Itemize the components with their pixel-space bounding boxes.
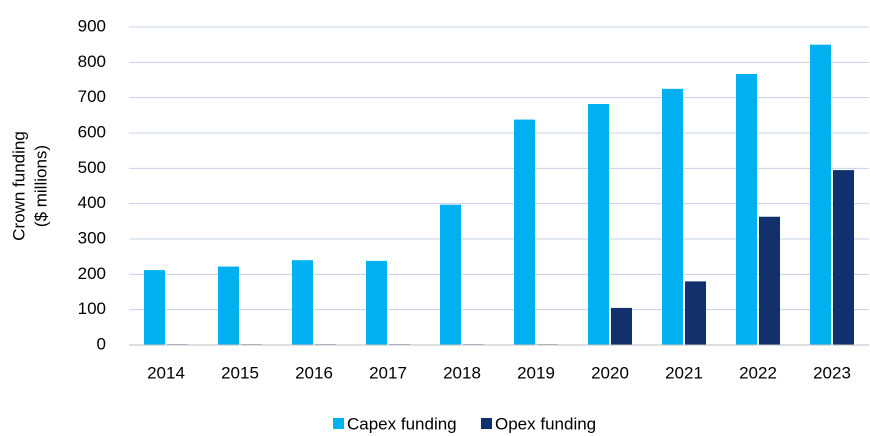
x-tick-label: 2014 <box>147 363 185 382</box>
x-tick-label: 2021 <box>665 363 703 382</box>
y-tick-label: 800 <box>78 52 106 71</box>
legend-label: Capex funding <box>347 414 457 433</box>
bar <box>366 260 387 345</box>
legend-swatch <box>481 418 492 429</box>
y-tick-label: 600 <box>78 122 106 141</box>
y-axis-label: Crown funding <box>9 131 28 241</box>
y-tick-label: 700 <box>78 87 106 106</box>
bar <box>292 260 313 345</box>
bar <box>810 44 831 346</box>
legend-swatch <box>333 418 344 429</box>
bar <box>144 270 165 345</box>
x-tick-label: 2018 <box>443 363 481 382</box>
y-tick-label: 300 <box>78 228 106 247</box>
bar <box>685 281 706 345</box>
bar <box>736 73 757 345</box>
y-tick-label: 900 <box>78 16 106 35</box>
x-tick-label: 2023 <box>813 363 851 382</box>
y-tick-label: 0 <box>97 334 106 353</box>
bar <box>662 88 683 345</box>
y-tick-label: 400 <box>78 193 106 212</box>
bar <box>514 119 535 345</box>
y-tick-label: 500 <box>78 158 106 177</box>
x-tick-label: 2022 <box>739 363 777 382</box>
x-tick-label: 2020 <box>591 363 629 382</box>
bar <box>440 204 461 345</box>
bar <box>218 266 239 345</box>
bar <box>611 307 632 345</box>
x-tick-label: 2015 <box>221 363 259 382</box>
x-tick-label: 2019 <box>517 363 555 382</box>
x-tick-label: 2016 <box>295 363 333 382</box>
bar <box>588 104 609 345</box>
x-tick-label: 2017 <box>369 363 407 382</box>
y-axis-label: ($ millions) <box>31 145 50 227</box>
bar <box>759 216 780 345</box>
y-tick-label: 100 <box>78 299 106 318</box>
bar <box>833 170 854 345</box>
legend-label: Opex funding <box>495 414 596 433</box>
y-tick-label: 200 <box>78 264 106 283</box>
